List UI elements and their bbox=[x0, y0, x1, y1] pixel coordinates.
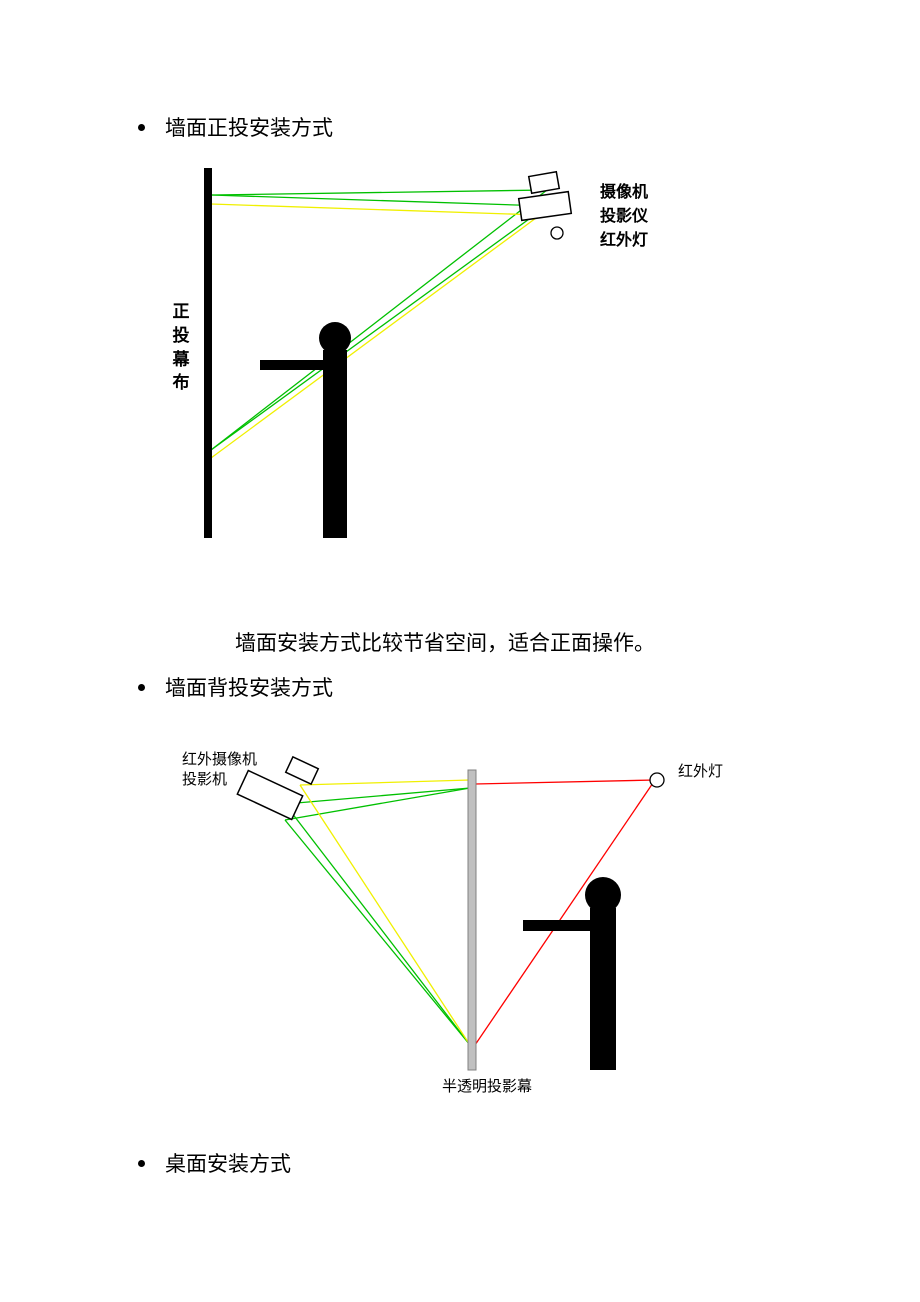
bullet-item-3: 桌面安装方式 bbox=[138, 1148, 291, 1178]
diagram1-label-screen: 正 投 幕 布 bbox=[172, 300, 190, 395]
diagram2-label-ircamera: 红外摄像机 bbox=[182, 748, 257, 769]
diagram1-screen-char1: 正 bbox=[173, 302, 190, 321]
diagram1-screen-char4: 布 bbox=[173, 373, 190, 392]
diagram1-label-projector: 投影仪 bbox=[600, 202, 648, 226]
diagram2-label-irlamp: 红外灯 bbox=[678, 760, 723, 781]
diagram1-label-camera: 摄像机 bbox=[600, 178, 648, 202]
bullet-dot-icon bbox=[138, 124, 145, 131]
bullet-item-2: 墙面背投安装方式 bbox=[138, 672, 333, 702]
diagram2-label-screen: 半透明投影幕 bbox=[442, 1075, 532, 1096]
bullet-text-2: 墙面背投安装方式 bbox=[165, 672, 333, 702]
diagram-rear-projection: 红外摄像机 投影机 红外灯 半透明投影幕 bbox=[130, 740, 770, 1100]
diagram2-label-projector: 投影机 bbox=[182, 768, 227, 789]
diagram1-screen-char3: 幕 bbox=[173, 350, 190, 369]
bullet-dot-icon bbox=[138, 684, 145, 691]
bullet-text-1: 墙面正投安装方式 bbox=[165, 112, 333, 142]
document-page: 墙面正投安装方式 摄像机 投影仪 红外灯 正 投 幕 布 墙面 bbox=[0, 0, 920, 1302]
diagram1-screen-char2: 投 bbox=[173, 326, 190, 345]
bullet-dot-icon bbox=[138, 1160, 145, 1167]
bullet-item-1: 墙面正投安装方式 bbox=[138, 112, 333, 142]
diagram-front-projection: 摄像机 投影仪 红外灯 正 投 幕 布 bbox=[160, 160, 680, 560]
caption-1: 墙面安装方式比较节省空间，适合正面操作。 bbox=[235, 627, 655, 657]
diagram1-label-irlamp: 红外灯 bbox=[600, 226, 648, 250]
bullet-text-3: 桌面安装方式 bbox=[165, 1148, 291, 1178]
